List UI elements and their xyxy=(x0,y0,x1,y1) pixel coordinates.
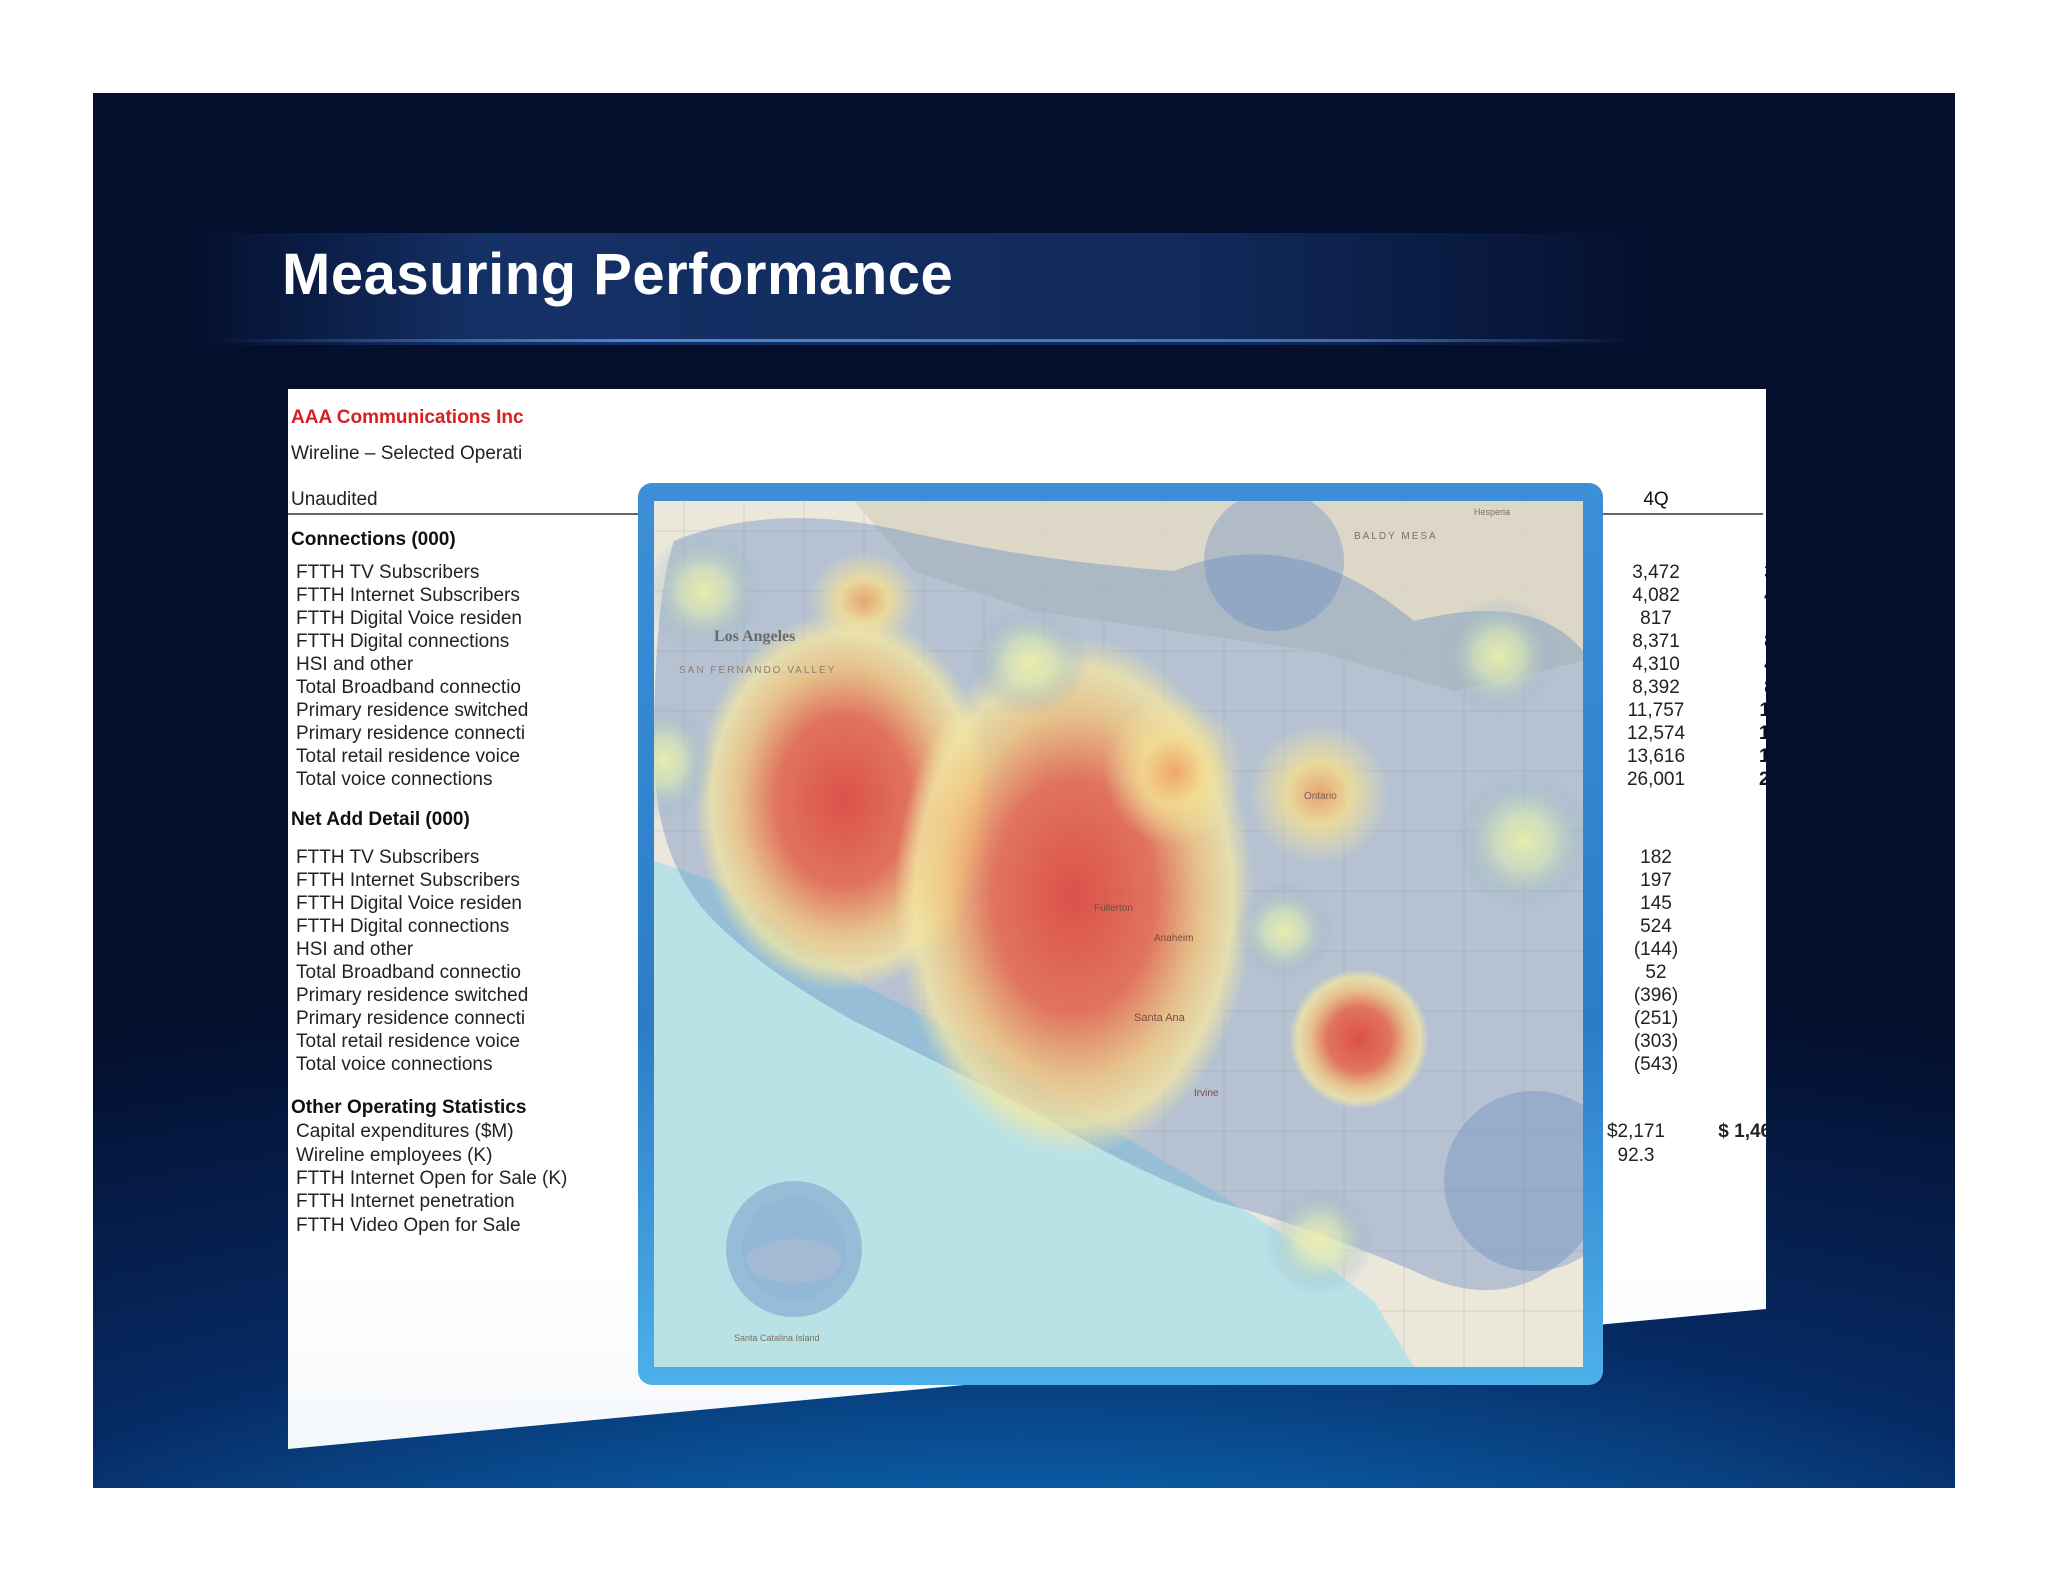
cell-1q: 8,490 xyxy=(1764,677,1812,698)
cell-4q: 4,310 xyxy=(1632,654,1680,675)
map-label: Anaheim xyxy=(1154,933,1193,944)
row-label: FTTH Digital connections xyxy=(296,631,510,652)
cell-4q: (396) xyxy=(1633,985,1679,1006)
map-label: Santa Ana xyxy=(1134,1012,1186,1024)
stat-cell: $ 1,465 xyxy=(1718,1121,1782,1142)
row-label: FTTH Internet Subscribers xyxy=(296,870,520,891)
cell-4q: 8,371 xyxy=(1632,631,1680,652)
cell-1q: 977 xyxy=(1743,608,1766,630)
cell-1q: 25,454 xyxy=(1758,769,1818,790)
row-label: Wireline employees (K) xyxy=(296,1145,493,1166)
row-label: Primary residence switched xyxy=(296,985,529,1006)
map-label: Ontario xyxy=(1304,791,1337,802)
heatmap-map: Los Angeles SAN FERNANDO VALLEY Ontario … xyxy=(654,501,1583,1367)
map-label: Fullerton xyxy=(1094,903,1133,914)
cell-1q: 559 xyxy=(1743,916,1766,938)
cell-4q: 4,082 xyxy=(1632,585,1680,606)
cell-4q: (144) xyxy=(1633,939,1679,960)
cell-1q: 160 xyxy=(1743,893,1766,915)
map-label: Irvine xyxy=(1194,1088,1219,1099)
cell-1q: 3,664 xyxy=(1764,562,1812,583)
cell-1q: 98 xyxy=(1743,962,1766,984)
cell-1q: (547) xyxy=(1765,1054,1811,1075)
cell-4q: 145 xyxy=(1640,893,1672,914)
row-label: Total retail residence voice xyxy=(296,1031,520,1052)
cell-4q: 52 xyxy=(1645,962,1667,983)
row-label: Primary residence connecti xyxy=(296,1008,526,1029)
cell-4q: 8,392 xyxy=(1632,677,1680,698)
quarter-header-4q: 4Q xyxy=(1643,489,1669,510)
slide-title: Measuring Performance xyxy=(282,242,954,307)
heatmap-svg: Los Angeles SAN FERNANDO VALLEY Ontario … xyxy=(654,501,1583,1367)
row-label: Total Broadband connectio xyxy=(296,677,521,698)
stat-cell: $2,171 xyxy=(1606,1121,1666,1142)
row-label: FTTH TV Subscribers xyxy=(296,562,480,583)
row-label: Total Broadband connectio xyxy=(296,962,521,983)
cell-4q: 197 xyxy=(1640,870,1672,891)
cell-4q: (251) xyxy=(1633,1008,1679,1029)
section-title: Net Add Detail (000) xyxy=(291,809,470,830)
map-label: SAN FERNANDO VALLEY xyxy=(679,665,836,676)
cell-1q: 13,327 xyxy=(1758,746,1818,767)
row-label: HSI and other xyxy=(296,654,414,675)
row-label: Primary residence connecti xyxy=(296,723,526,744)
cell-4q: 26,001 xyxy=(1626,769,1686,790)
cell-4q: 11,757 xyxy=(1627,700,1685,721)
map-label: BALDY MESA xyxy=(1354,531,1438,542)
row-label: FTTH Video Open for Sale xyxy=(296,1215,521,1236)
cell-1q: 4,201 xyxy=(1764,654,1812,675)
cell-1q: 192 xyxy=(1743,847,1766,869)
map-label: Los Angeles xyxy=(714,628,795,645)
cell-1q: (398) xyxy=(1765,985,1811,1006)
row-label: HSI and other xyxy=(296,939,414,960)
cell-4q: 182 xyxy=(1640,847,1672,868)
row-label: FTTH Digital Voice residen xyxy=(296,893,522,914)
map-label: Santa Catalina Island xyxy=(734,1333,820,1343)
slide-background: Measuring Performance AAA Communications… xyxy=(93,93,1955,1488)
row-label: FTTH Digital Voice residen xyxy=(296,608,522,629)
cell-1q: 4,289 xyxy=(1764,585,1812,606)
cell-1q: (238) xyxy=(1765,1008,1811,1029)
row-label: Capital expenditures ($M) xyxy=(296,1121,514,1142)
report-subtitle: Wireline – Selected Operati xyxy=(291,443,523,464)
cell-4q: 817 xyxy=(1640,608,1672,629)
row-label: Total voice connections xyxy=(296,1054,493,1075)
cell-1q: 8,930 xyxy=(1764,631,1812,652)
section-title: Other Operating Statistics xyxy=(291,1097,527,1118)
cell-1q: (109) xyxy=(1765,939,1811,960)
row-label: FTTH Internet Subscribers xyxy=(296,585,520,606)
title-underline xyxy=(213,339,1633,342)
cell-1q: 12,336 xyxy=(1758,723,1818,744)
row-label: FTTH Internet Open for Sale (K) xyxy=(296,1168,568,1189)
cell-1q: (289) xyxy=(1765,1031,1811,1052)
cell-4q: 524 xyxy=(1640,916,1672,937)
year-header: 2011 xyxy=(1765,465,1807,486)
company-name: AAA Communications Inc xyxy=(291,407,524,428)
section-title: Connections (000) xyxy=(291,529,456,550)
row-label: FTTH Digital connections xyxy=(296,916,510,937)
row-label: Total voice connections xyxy=(296,769,493,790)
row-label: Primary residence switched xyxy=(296,700,529,721)
row-label: FTTH TV Subscribers xyxy=(296,847,480,868)
cell-4q: 3,472 xyxy=(1632,562,1680,583)
title-band xyxy=(193,233,1653,345)
row-label: Total retail residence voice xyxy=(296,746,520,767)
cell-4q: (543) xyxy=(1633,1054,1679,1075)
cell-4q: (303) xyxy=(1633,1031,1679,1052)
row-label: FTTH Internet penetration xyxy=(296,1191,515,1212)
cell-1q: 11,359 xyxy=(1759,700,1817,721)
cell-4q: 13,616 xyxy=(1626,746,1686,767)
unaudited-label: Unaudited xyxy=(291,489,378,510)
cell-4q: 12,574 xyxy=(1626,723,1686,744)
quarter-header-1q: 1Q xyxy=(1746,489,1766,511)
map-label: Hesperia xyxy=(1474,507,1510,517)
cell-1q: 207 xyxy=(1743,870,1766,892)
stat-cell: 92.3 xyxy=(1617,1145,1655,1166)
